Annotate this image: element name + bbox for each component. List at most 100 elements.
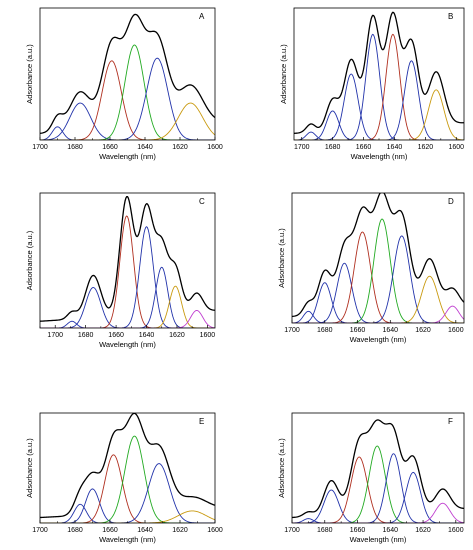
chart-panel-B: 1700 1680 1660 1640 1620 1600 Wavelength (nm) A… xyxy=(279,7,465,161)
component-band-4 xyxy=(40,226,215,328)
y-axis-label: Adsorbance (a.u.) xyxy=(277,438,286,498)
component-band-1 xyxy=(292,518,464,523)
x-tick-label: 1600 xyxy=(200,332,216,339)
envelope-curve xyxy=(292,419,464,519)
component-band-8 xyxy=(292,305,464,323)
x-tick-label: 1660 xyxy=(356,144,372,151)
envelope-curve xyxy=(294,11,464,135)
component-band-6 xyxy=(292,471,464,523)
x-axis-label: Wavelength (nm) xyxy=(350,335,407,344)
x-axis-label: Wavelength (nm) xyxy=(350,535,407,544)
component-band-6 xyxy=(40,102,215,140)
component-band-7 xyxy=(40,309,215,328)
component-band-4 xyxy=(294,33,464,140)
x-tick-label: 1600 xyxy=(448,144,464,151)
y-axis-label: Adsorbance (a.u.) xyxy=(277,228,286,288)
x-axis-label: Wavelength (nm) xyxy=(99,152,156,161)
x-tick-label: 1620 xyxy=(415,327,431,334)
chart-panel-D: 1700 1680 1660 1640 1620 1600 Wavelength (nm) A… xyxy=(277,192,465,344)
component-band-6 xyxy=(40,510,215,523)
x-tick-label: 1620 xyxy=(172,527,188,534)
chart-panel-F: 1700 1680 1660 1640 1620 1600 Wavelength (nm) A… xyxy=(277,412,465,544)
x-tick-label: 1700 xyxy=(32,144,48,151)
component-band-3 xyxy=(40,454,215,523)
component-band-2 xyxy=(294,110,464,140)
plot-frame xyxy=(291,412,465,524)
envelope-curve xyxy=(40,13,215,134)
component-band-2 xyxy=(292,489,464,523)
component-band-5 xyxy=(294,33,464,140)
component-band-5 xyxy=(40,57,215,140)
y-axis-label: Adsorbance (a.u.) xyxy=(25,438,34,498)
x-tick-label: 1700 xyxy=(284,527,300,534)
y-axis-label: Adsorbance (a.u.) xyxy=(279,44,288,104)
chart-panel-A: 1700 1680 1660 1640 1620 1600 Wavelength (nm) A… xyxy=(25,7,223,161)
x-tick-label: 1660 xyxy=(102,527,118,534)
component-band-3 xyxy=(294,73,464,140)
x-tick-label: 1680 xyxy=(317,527,333,534)
component-band-7 xyxy=(292,275,464,323)
x-tick-label: 1600 xyxy=(448,327,464,334)
component-band-3 xyxy=(292,456,464,523)
component-band-5 xyxy=(40,266,215,328)
x-tick-label: 1600 xyxy=(207,144,223,151)
component-band-1 xyxy=(40,503,215,523)
x-tick-label: 1680 xyxy=(67,527,83,534)
x-tick-label: 1700 xyxy=(47,332,63,339)
panel-letter: E xyxy=(199,417,204,426)
x-tick-label: 1700 xyxy=(32,527,48,534)
x-tick-label: 1620 xyxy=(172,144,188,151)
component-band-1 xyxy=(40,320,215,328)
x-tick-label: 1680 xyxy=(78,332,94,339)
x-tick-label: 1700 xyxy=(294,144,310,151)
panel-letter: D xyxy=(448,197,454,206)
component-band-2 xyxy=(40,287,215,328)
x-tick-label: 1600 xyxy=(448,527,464,534)
x-tick-label: 1640 xyxy=(382,527,398,534)
component-band-5 xyxy=(292,218,464,323)
x-tick-label: 1600 xyxy=(207,527,223,534)
panel-letter: F xyxy=(448,417,453,426)
component-band-3 xyxy=(40,60,215,140)
chart-panel-E: 1700 1680 1660 1640 1620 1600 Wavelength (nm) A… xyxy=(25,412,223,544)
chart-panel-C: 1700 1680 1660 1640 1620 1600 Wavelength (nm) A… xyxy=(25,192,216,349)
x-tick-label: 1620 xyxy=(415,527,431,534)
x-axis-label: Wavelength (nm) xyxy=(99,340,156,349)
component-band-3 xyxy=(292,262,464,323)
component-band-2 xyxy=(292,282,464,323)
plot-frame xyxy=(39,412,216,524)
panel-letter: A xyxy=(199,12,205,21)
envelope-curve xyxy=(40,413,215,519)
x-tick-label: 1700 xyxy=(284,327,300,334)
plot-frame xyxy=(291,192,465,324)
x-tick-label: 1660 xyxy=(350,327,366,334)
x-tick-label: 1680 xyxy=(67,144,83,151)
x-tick-label: 1660 xyxy=(102,144,118,151)
panel-letter: B xyxy=(448,12,453,21)
component-band-3 xyxy=(40,215,215,328)
x-tick-label: 1620 xyxy=(169,332,185,339)
envelope-curve xyxy=(292,193,464,318)
envelope-curve xyxy=(40,195,215,322)
component-band-4 xyxy=(40,435,215,523)
x-axis-label: Wavelength (nm) xyxy=(99,535,156,544)
x-tick-label: 1640 xyxy=(137,527,153,534)
component-band-4 xyxy=(292,231,464,323)
x-tick-label: 1640 xyxy=(382,327,398,334)
y-axis-label: Adsorbance (a.u.) xyxy=(25,44,34,104)
x-tick-label: 1680 xyxy=(325,144,341,151)
x-tick-label: 1640 xyxy=(387,144,403,151)
x-axis-label: Wavelength (nm) xyxy=(351,152,408,161)
component-band-1 xyxy=(40,126,215,140)
component-band-2 xyxy=(40,102,215,140)
component-band-4 xyxy=(292,445,464,523)
component-band-2 xyxy=(40,488,215,523)
component-band-6 xyxy=(40,285,215,328)
component-band-7 xyxy=(292,502,464,523)
x-tick-label: 1660 xyxy=(350,527,366,534)
y-axis-label: Adsorbance (a.u.) xyxy=(25,230,34,290)
x-tick-label: 1640 xyxy=(139,332,155,339)
plot-frame xyxy=(39,192,216,329)
x-tick-label: 1620 xyxy=(418,144,434,151)
